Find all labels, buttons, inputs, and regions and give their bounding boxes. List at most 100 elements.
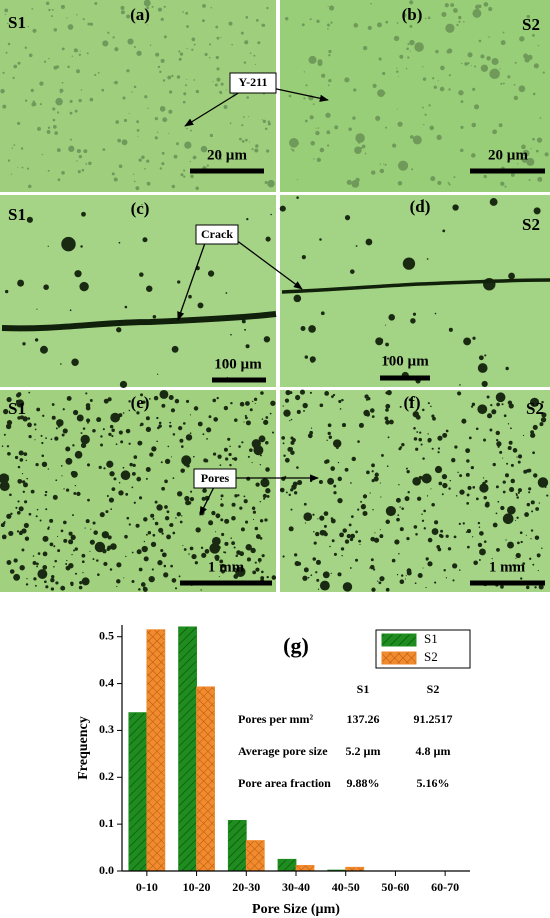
texture-dot: [216, 36, 220, 40]
texture-dot: [310, 427, 313, 429]
texture-dot: [41, 461, 48, 468]
texture-dot: [76, 160, 78, 162]
texture-dot: [31, 7, 34, 10]
texture-dot: [481, 380, 488, 388]
texture-dot: [458, 20, 461, 23]
texture-dot: [508, 272, 515, 280]
texture-dot: [65, 457, 73, 465]
texture-dot: [458, 15, 462, 20]
texture-dot: [288, 94, 292, 98]
texture-dot: [437, 180, 442, 186]
texture-dot: [329, 5, 335, 11]
texture-dot: [188, 553, 190, 555]
texture-dot: [28, 422, 32, 425]
texture-dot: [405, 67, 408, 70]
texture-dot: [381, 453, 384, 457]
texture-dot: [170, 456, 173, 458]
texture-dot: [529, 397, 540, 408]
texture-dot: [204, 52, 208, 57]
texture-dot: [70, 471, 76, 476]
texture-dot: [408, 398, 412, 401]
texture-dot: [532, 424, 538, 430]
texture-dot: [167, 75, 172, 80]
texture-dot: [316, 578, 320, 582]
texture-dot: [509, 486, 515, 493]
texture-dot: [497, 445, 500, 448]
table-header: S2: [427, 682, 440, 696]
texture-dot: [422, 567, 424, 569]
texture-dot: [230, 333, 232, 336]
texture-dot: [102, 548, 107, 554]
texture-dot: [373, 476, 379, 482]
texture-dot: [375, 115, 381, 121]
texture-dot: [385, 587, 390, 592]
texture-dot: [422, 106, 424, 109]
texture-dot: [5, 289, 9, 294]
texture-dot: [339, 408, 342, 410]
texture-dot: [154, 136, 158, 140]
texture-dot: [120, 10, 125, 15]
sample-label: S1: [8, 205, 26, 224]
texture-dot: [362, 494, 368, 499]
texture-dot: [472, 336, 476, 340]
texture-dot: [195, 89, 200, 94]
texture-dot: [434, 312, 437, 315]
y-tick-label: 0.0: [99, 863, 114, 877]
texture-dot: [430, 405, 432, 408]
table-row-label: Pores per mm²: [238, 712, 314, 726]
texture-dot: [480, 54, 485, 59]
texture-dot: [337, 497, 343, 504]
texture-dot: [138, 588, 141, 591]
texture-dot: [131, 551, 134, 554]
texture-dot: [486, 395, 490, 399]
texture-dot: [472, 8, 482, 18]
texture-dot: [447, 547, 452, 551]
texture-dot: [533, 473, 538, 478]
texture-dot: [334, 125, 339, 130]
texture-dot: [295, 394, 301, 401]
texture-dot: [341, 423, 347, 428]
texture-dot: [385, 419, 390, 425]
texture-dot: [98, 465, 102, 469]
texture-dot: [498, 123, 503, 128]
texture-dot: [151, 5, 154, 8]
texture-dot: [25, 583, 29, 586]
texture-dot: [290, 148, 293, 150]
texture-dot: [441, 493, 444, 496]
texture-dot: [149, 44, 152, 46]
texture-dot: [34, 338, 39, 342]
texture-dot: [128, 409, 131, 412]
texture-dot: [427, 402, 430, 405]
texture-dot: [28, 512, 32, 516]
texture-dot: [80, 432, 83, 435]
texture-dot: [465, 448, 471, 454]
texture-dot: [243, 421, 245, 423]
texture-dot: [0, 481, 10, 492]
texture-dot: [362, 510, 368, 516]
texture-dot: [400, 167, 402, 170]
texture-dot: [106, 460, 114, 468]
texture-dot: [68, 541, 71, 543]
texture-dot: [154, 521, 159, 526]
texture-dot: [144, 167, 146, 170]
texture-dot: [387, 436, 390, 439]
texture-dot: [200, 589, 202, 591]
texture-dot: [514, 511, 516, 513]
texture-dot: [478, 526, 481, 528]
texture-dot: [157, 560, 163, 566]
texture-dot: [337, 572, 342, 577]
texture-dot: [106, 547, 110, 551]
texture-dot: [120, 440, 124, 444]
texture-dot: [13, 144, 16, 146]
texture-dot: [364, 152, 367, 155]
texture-dot: [47, 527, 50, 530]
texture-dot: [156, 440, 158, 443]
texture-dot: [249, 141, 251, 143]
texture-dot: [528, 178, 531, 181]
texture-dot: [81, 577, 90, 586]
texture-dot: [541, 412, 547, 418]
texture-dot: [246, 217, 249, 221]
texture-dot: [169, 523, 174, 528]
texture-dot: [266, 6, 269, 10]
texture-dot: [202, 433, 205, 436]
